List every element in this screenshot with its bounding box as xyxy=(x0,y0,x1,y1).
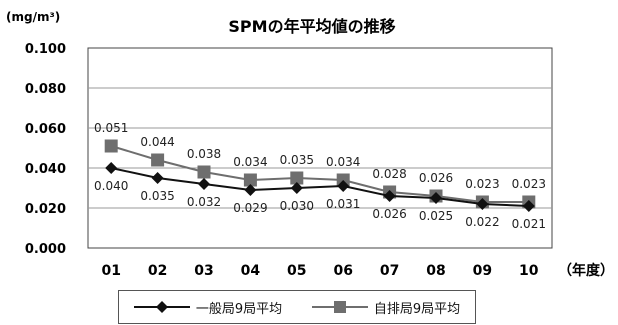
data-point-diamond xyxy=(476,198,489,210)
data-point-square xyxy=(197,165,211,179)
x-tick-label: 01 xyxy=(101,263,120,279)
data-point-diamond xyxy=(244,184,257,196)
series-line xyxy=(110,145,529,203)
series-layer: 0.051 0.044 0.038 0.034 0.035 0.034 0.028 0.026… xyxy=(94,121,546,231)
data-point-diamond xyxy=(337,180,350,192)
y-tick-label: 0.100 xyxy=(25,42,66,57)
data-label: 0.038 xyxy=(187,147,221,161)
data-label: 0.034 xyxy=(326,155,360,169)
x-tick-label: 03 xyxy=(194,263,213,279)
x-tick-label: 05 xyxy=(287,263,306,279)
legend: 一般局9局平均 自排局9局平均 xyxy=(118,290,476,324)
data-label: 0.021 xyxy=(512,217,546,231)
data-point-diamond xyxy=(290,182,303,194)
y-tick-labels: 0.000 0.020 0.040 0.060 0.080 0.100 xyxy=(25,42,66,257)
data-point-diamond xyxy=(198,178,210,190)
data-label: 0.023 xyxy=(512,177,546,191)
data-point-square xyxy=(290,171,304,185)
data-label: 0.026 xyxy=(419,171,453,185)
legend-label-roadside: 自排局9局平均 xyxy=(373,301,461,317)
data-point-diamond xyxy=(522,200,535,212)
series-general: 0.040 0.035 0.032 0.029 0.030 0.031 0.026 0.025… xyxy=(94,162,546,231)
series-roadside: 0.051 0.044 0.038 0.034 0.035 0.034 0.028 0.026… xyxy=(94,121,546,209)
x-tick-label: 04 xyxy=(241,263,261,279)
x-tick-labels: 01 02 03 04 05 06 07 08 09 10 xyxy=(101,263,538,279)
x-tick-label: 10 xyxy=(519,263,539,279)
legend-item-roadside: 自排局9局平均 xyxy=(311,298,461,317)
x-tick-label: 07 xyxy=(380,263,399,279)
legend-square-marker-icon xyxy=(311,301,368,313)
x-tick-label: 02 xyxy=(148,263,167,279)
chart-title: SPMの年平均値の推移 xyxy=(228,17,395,36)
x-tick-label: 08 xyxy=(426,263,445,279)
y-tick-label: 0.080 xyxy=(25,82,66,97)
data-point-diamond xyxy=(430,192,442,204)
x-axis-label: （年度） xyxy=(558,262,614,279)
gridlines xyxy=(88,87,552,209)
data-label: 0.051 xyxy=(94,121,128,135)
data-point-diamond xyxy=(151,172,164,184)
data-label: 0.025 xyxy=(419,209,453,223)
data-label: 0.032 xyxy=(187,195,221,209)
y-tick-label: 0.040 xyxy=(25,162,66,177)
legend-item-general: 一般局9局平均 xyxy=(133,298,283,317)
unit-label: (mg/m³) xyxy=(6,10,60,24)
data-point-diamond xyxy=(105,162,118,174)
data-label: 0.022 xyxy=(465,215,499,229)
data-label: 0.040 xyxy=(94,179,128,193)
data-label: 0.034 xyxy=(233,155,267,169)
series-line xyxy=(110,167,529,207)
data-point-square xyxy=(243,173,257,187)
y-tick-label: 0.020 xyxy=(25,202,66,217)
data-label: 0.035 xyxy=(280,153,314,167)
data-point-square xyxy=(151,153,165,167)
y-tick-label: 0.060 xyxy=(25,122,66,137)
legend-diamond-marker-icon xyxy=(133,301,190,313)
data-label: 0.030 xyxy=(280,199,314,213)
data-point-square xyxy=(104,139,118,153)
plot-area xyxy=(87,47,553,249)
data-label: 0.029 xyxy=(233,201,267,215)
y-tick-label: 0.000 xyxy=(25,242,66,257)
data-label: 0.035 xyxy=(140,189,174,203)
x-tick-label: 09 xyxy=(473,263,492,279)
x-tick-label: 06 xyxy=(333,263,352,279)
legend-label-general: 一般局9局平均 xyxy=(195,301,283,317)
data-label: 0.028 xyxy=(372,167,406,181)
data-label: 0.023 xyxy=(465,177,499,191)
data-label: 0.031 xyxy=(326,197,360,211)
data-label: 0.026 xyxy=(372,207,406,221)
data-point-diamond xyxy=(383,190,396,202)
data-label: 0.044 xyxy=(140,135,174,149)
